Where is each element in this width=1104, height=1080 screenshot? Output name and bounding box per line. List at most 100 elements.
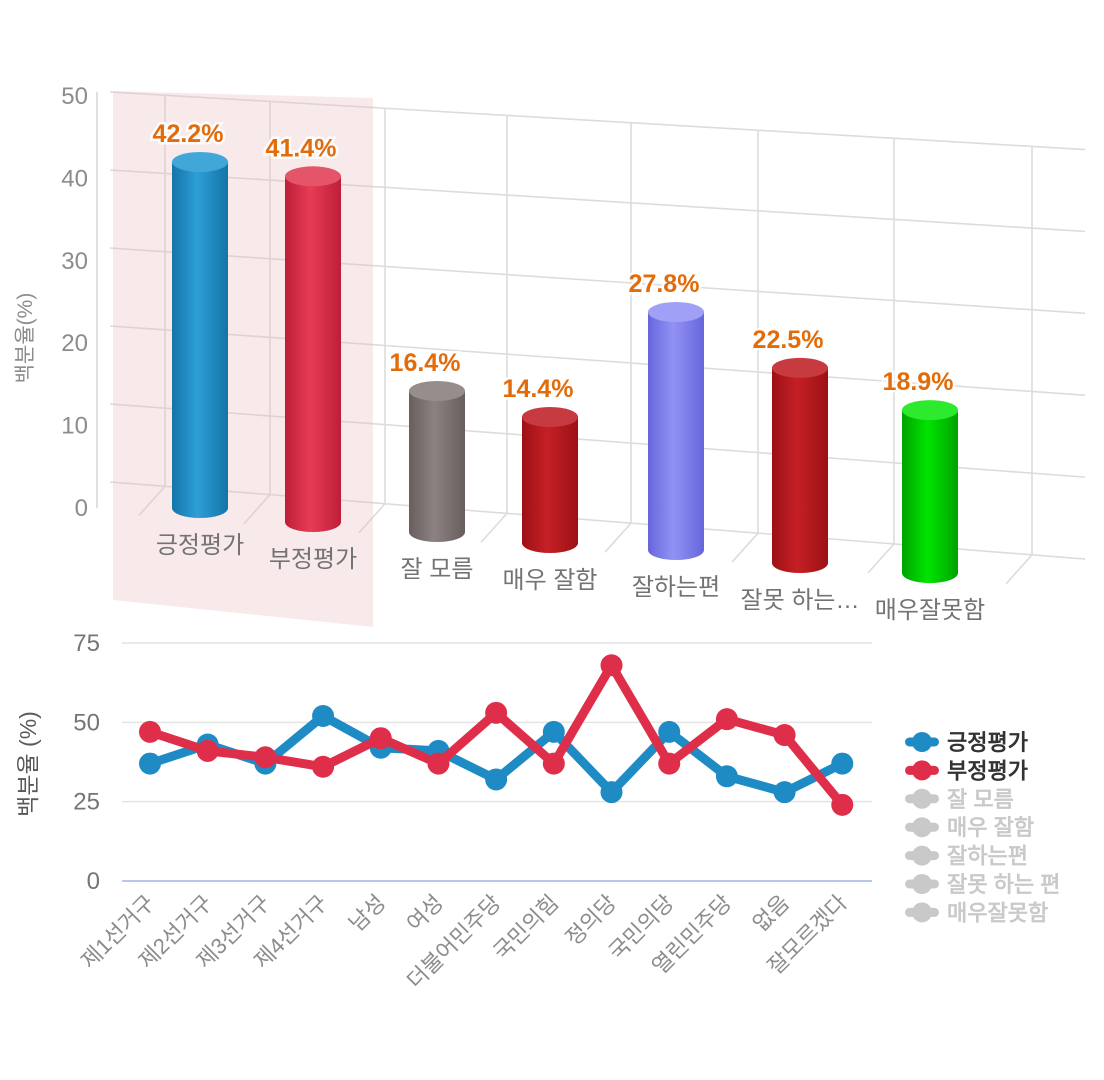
legend-label: 매우 잘함	[947, 815, 1034, 840]
cylinder-top-cap	[902, 400, 958, 421]
y-tick-label: 0	[75, 495, 88, 522]
data-point-marker[interactable]	[600, 781, 623, 804]
cylinder-body	[172, 161, 228, 508]
x-tick-label: 여성	[402, 890, 448, 936]
y-tick-label: 40	[61, 165, 88, 192]
data-point-marker[interactable]	[196, 739, 219, 762]
legend-item[interactable]: 잘못 하는 편	[905, 872, 1060, 897]
category-label: 부정평가	[269, 546, 357, 573]
legend-label: 잘하는편	[947, 844, 1028, 869]
floor-gridline	[867, 543, 895, 574]
data-point-marker[interactable]	[773, 724, 796, 747]
cylinder-body	[522, 417, 578, 543]
y-tick-label: 30	[61, 248, 88, 275]
x-tick-label: 국민의힘	[488, 890, 563, 965]
cylinder-bar[interactable]	[285, 166, 341, 532]
data-point-marker[interactable]	[773, 781, 796, 804]
floor-gridline	[358, 503, 386, 534]
legend-item[interactable]: 잘 모름	[905, 787, 1014, 812]
legend-item[interactable]: 긍정평가	[905, 730, 1028, 755]
legend-label: 매우잘못함	[947, 900, 1048, 925]
bar-value-label: 27.8%	[629, 270, 700, 298]
y-tick-label: 20	[61, 330, 88, 357]
evaluation-3d-cylinder-bar-chart: 0 10 20 30 40 50 백분율(%) 42.2% 긍정평가 41.4% 부정평가 16.4%…	[14, 83, 1086, 627]
cylinder-top-cap	[772, 357, 828, 378]
y-tick-label: 25	[73, 789, 100, 816]
y-tick-label: 50	[73, 709, 100, 736]
legend-item[interactable]: 부정평가	[905, 758, 1028, 783]
data-point-marker[interactable]	[139, 752, 161, 775]
data-point-marker[interactable]	[369, 727, 392, 750]
gridline	[109, 247, 1086, 315]
legend-item[interactable]: 잘하는편	[905, 844, 1028, 869]
bar-value-label: 42.2%	[153, 120, 224, 148]
cylinder-body	[902, 410, 958, 573]
data-point-marker[interactable]	[715, 765, 738, 788]
cylinder-bar[interactable]	[772, 357, 828, 573]
data-point-marker[interactable]	[715, 708, 738, 731]
x-tick-label: 남성	[344, 890, 390, 936]
floor-gridline	[1005, 554, 1033, 585]
data-point-marker[interactable]	[312, 705, 335, 728]
data-point-marker[interactable]	[427, 752, 450, 775]
gridline	[109, 91, 1086, 151]
data-point-marker[interactable]	[831, 793, 854, 816]
legend-label: 잘 모름	[947, 787, 1014, 812]
cylinder-bar[interactable]	[522, 407, 578, 553]
data-point-marker[interactable]	[658, 752, 681, 775]
data-point-marker[interactable]	[485, 701, 508, 724]
gridline	[109, 325, 1086, 397]
y-tick-label: 10	[61, 413, 88, 440]
category-label: 잘 모름	[401, 556, 474, 583]
bar-value-label: 14.4%	[503, 375, 574, 403]
cylinder-top-cap	[648, 302, 704, 323]
cylinder-top-cap	[172, 151, 228, 172]
cylinder-body	[285, 176, 341, 522]
data-point-marker[interactable]	[312, 755, 335, 778]
cylinder-bar[interactable]	[409, 380, 465, 542]
cylinder-top-cap	[522, 407, 578, 427]
data-point-marker[interactable]	[139, 720, 161, 743]
cylinder-body	[772, 367, 828, 563]
data-point-marker[interactable]	[658, 720, 681, 743]
data-point-marker[interactable]	[831, 752, 854, 775]
legend-marker-dot	[912, 845, 932, 866]
legend-marker-dot	[912, 874, 932, 894]
legend-label: 긍정평가	[947, 730, 1028, 755]
data-point-marker[interactable]	[542, 752, 565, 775]
cylinder-bar[interactable]	[172, 151, 228, 518]
category-label: 매우잘못함	[875, 597, 985, 624]
y-axis-title: 백분율 (%)	[15, 711, 41, 817]
data-point-marker[interactable]	[600, 654, 623, 677]
y-axis-title: 백분율(%)	[14, 293, 37, 384]
legend-item[interactable]: 매우 잘함	[905, 815, 1034, 840]
bar-value-label: 18.9%	[883, 368, 954, 396]
data-point-marker[interactable]	[254, 746, 277, 769]
cylinder-top-cap	[285, 166, 341, 187]
cylinder-bar[interactable]	[648, 302, 704, 560]
floor-gridline	[243, 494, 271, 525]
category-label: 매우 잘함	[503, 567, 598, 594]
bar-value-label: 16.4%	[390, 349, 461, 377]
cylinder-bar[interactable]	[902, 400, 958, 583]
legend-marker-dot	[912, 760, 932, 781]
category-label: 잘못 하는…	[741, 587, 860, 614]
series-negative	[139, 654, 854, 816]
floor-gridline	[604, 522, 632, 553]
x-tick-label: 없음	[748, 890, 794, 936]
data-point-marker[interactable]	[542, 720, 565, 743]
legend-label: 부정평가	[947, 758, 1028, 783]
cylinder-body	[648, 312, 704, 550]
y-tick-label: 75	[73, 630, 100, 657]
bar-value-label: 22.5%	[753, 326, 824, 354]
y-tick-label: 0	[87, 868, 100, 895]
legend-item[interactable]: 매우잘못함	[905, 900, 1048, 925]
legend-label: 잘못 하는 편	[947, 872, 1060, 897]
gridline	[109, 169, 1086, 233]
legend-marker-dot	[912, 817, 932, 838]
data-point-marker[interactable]	[485, 768, 508, 791]
